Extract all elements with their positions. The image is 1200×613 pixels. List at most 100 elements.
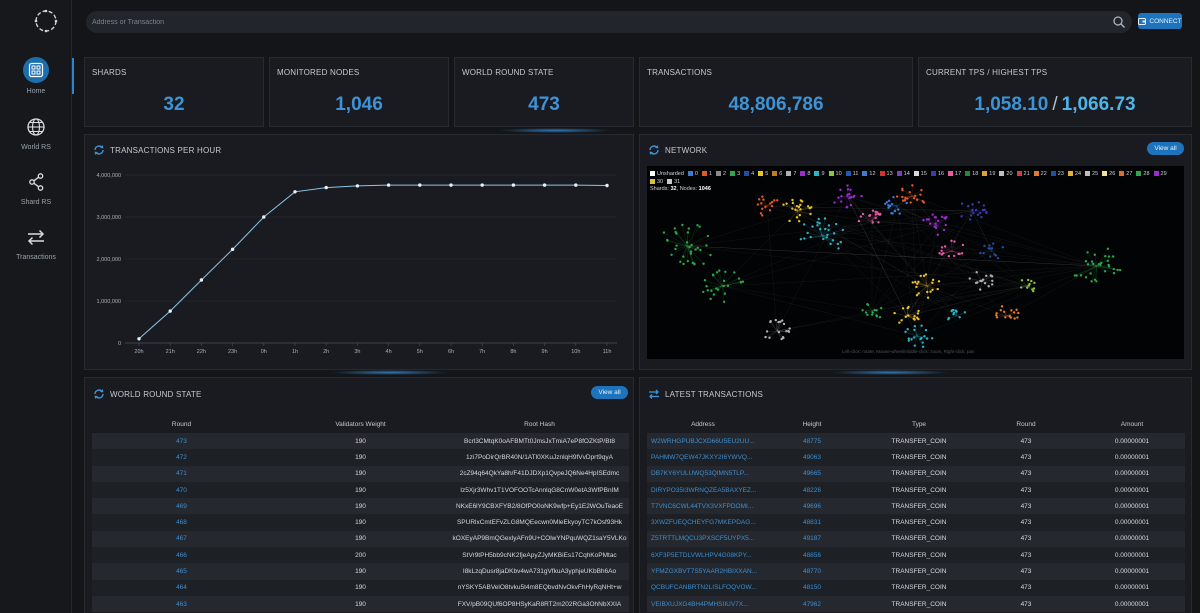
table-cell[interactable]: DIRYPO35I3WRNQZEA5BAXYEZ...	[647, 481, 759, 499]
table-cell[interactable]: 472	[92, 449, 271, 466]
table-row[interactable]: 470 190 Iz5Xjr3Whv1T1VOFOOTcAnnlqG8CnW0etA…	[92, 481, 629, 499]
table-cell[interactable]: 48226	[759, 481, 865, 499]
legend-item[interactable]: 12	[862, 170, 876, 178]
refresh-icon[interactable]	[648, 144, 660, 156]
table-cell[interactable]: 473	[92, 433, 271, 450]
table-cell[interactable]: 463	[92, 595, 271, 613]
legend-item[interactable]: 26	[1102, 170, 1115, 178]
connect-button[interactable]: CONNECT	[1138, 13, 1182, 29]
data-point[interactable]	[199, 278, 204, 282]
refresh-icon[interactable]	[93, 144, 105, 156]
legend-item[interactable]: 29	[1153, 170, 1167, 178]
table-cell[interactable]: 464	[92, 579, 271, 596]
legend-item[interactable]: 27	[1119, 170, 1132, 178]
table-cell[interactable]: 3XWZFUEQCHEYFG7MKEPDAG...	[647, 514, 759, 531]
legend-item[interactable]: 10	[828, 170, 842, 178]
data-point[interactable]	[542, 183, 547, 187]
sidebar-item-home[interactable]: Home	[0, 57, 72, 95]
table-cell[interactable]: T7VNC6CWL44TVX3VXFPDOMI...	[647, 498, 759, 515]
table-cell[interactable]: 469	[92, 498, 271, 515]
table-cell[interactable]: PAHMW7QEW47JKXY2I6YWVQ...	[647, 449, 759, 466]
sidebar-item-transactions[interactable]: Transactions	[0, 226, 72, 261]
table-cell[interactable]: 48831	[759, 514, 865, 531]
table-cell[interactable]: 6XF3P5ETDLVWLHPV4G08KPY...	[647, 547, 759, 564]
legend-item[interactable]: 15	[913, 170, 927, 178]
data-point[interactable]	[386, 183, 391, 187]
table-cell[interactable]: 48150	[759, 579, 865, 596]
table-row[interactable]: 469 190 NKxE6lY9CBXFYB2/8OfPO0oNK9wfp+Ey1E…	[92, 498, 629, 515]
data-point[interactable]	[605, 183, 609, 188]
table-row[interactable]: 467 190 kOXEyAP9BmQGexlyAFn9U+COlwYNPquWQZ…	[92, 530, 629, 548]
data-point[interactable]	[355, 184, 360, 188]
data-point[interactable]	[418, 183, 422, 187]
sidebar-item-world-rs[interactable]: World RS	[0, 116, 72, 151]
data-point[interactable]	[480, 183, 484, 187]
legend-item[interactable]: 17	[948, 170, 961, 178]
legend-item[interactable]: 22	[1033, 170, 1047, 178]
data-point[interactable]	[230, 247, 235, 252]
table-row[interactable]: PAHMW7QEW47JKXY2I6YWVQ... 49063 TRANSFER_C…	[647, 449, 1185, 466]
table-row[interactable]: QCBUFCANBRTN2LISLFOQVOW... 48150 TRANSFER_…	[647, 579, 1185, 596]
legend-item[interactable]: 16	[930, 170, 944, 178]
network-graph-canvas[interactable]: Unsharded 0 1 2 3 4 5 6 7 8 9 10 11 12 13 14 15 16 17 18 19 2…	[647, 166, 1184, 359]
table-cell[interactable]: DB7KY6YULUWQ53QIMN5TLP...	[647, 465, 759, 482]
legend-item[interactable]: 18	[965, 170, 978, 178]
legend-item[interactable]: 6	[772, 170, 782, 178]
column-header[interactable]: Round	[92, 415, 271, 433]
table-cell[interactable]: 49665	[759, 465, 865, 482]
legend-item[interactable]: 13	[879, 170, 893, 178]
table-cell[interactable]: 470	[92, 481, 271, 499]
legend-item[interactable]: 21	[1016, 170, 1030, 178]
table-cell[interactable]: VEIBXUJXG4BH4PMHSIIUV7X...	[647, 595, 759, 613]
column-header[interactable]: Type	[865, 415, 973, 433]
search-input[interactable]	[92, 13, 1092, 31]
table-row[interactable]: DB7KY6YULUWQ53QIMN5TLP... 49665 TRANSFER_C…	[647, 465, 1185, 482]
legend-item[interactable]: 7	[786, 170, 796, 178]
legend-item[interactable]: 8	[800, 170, 810, 178]
table-row[interactable]: 464 190 nYSKY5ABVelO8tvku5t4m8EQbvdNvOkvFh…	[92, 579, 629, 596]
table-row[interactable]: 6XF3P5ETDLVWLHPV4G08KPY... 48856 TRANSFER_…	[647, 547, 1185, 564]
table-row[interactable]: 473 190 Bcrl3CMtqK0oAFBMTt0JmsJxTmiA7eP8fO…	[92, 433, 629, 450]
table-row[interactable]: 3XWZFUEQCHEYFG7MKEPDAG... 48831 TRANSFER_C…	[647, 514, 1185, 531]
legend-item[interactable]: 20	[999, 170, 1013, 178]
column-header[interactable]: Amount	[1079, 415, 1185, 433]
legend-item[interactable]: 24	[1067, 170, 1081, 178]
table-cell[interactable]: Z5TRTTLMQCU3PXSCF5UYPX5...	[647, 530, 759, 548]
table-row[interactable]: 463 190 FXV/pB09QUf6OP8HSyKaR8RT2m202RGa3O…	[92, 595, 629, 613]
legend-item[interactable]: 11	[845, 170, 858, 178]
world-round-view-all-button[interactable]: View all	[591, 386, 628, 399]
table-row[interactable]: 472 190 1zi7PoDirQrBR40N/1ATl0XKuJznlqH9fV…	[92, 449, 629, 466]
data-point[interactable]	[262, 215, 266, 219]
legend-item[interactable]: 2	[716, 170, 726, 178]
column-header[interactable]: Round	[973, 415, 1079, 433]
legend-item[interactable]: Unsharded	[650, 170, 684, 178]
table-row[interactable]: W2WRHGPUBJCXD66U5EU2UU... 48775 TRANSFER_C…	[647, 433, 1185, 450]
legend-item[interactable]: 19	[982, 170, 995, 178]
table-row[interactable]: 465 190 I8kLzqDusr8jaDKbv4wA731gVfkuA3yphj…	[92, 563, 629, 580]
legend-item[interactable]: 31	[667, 178, 680, 186]
data-point[interactable]	[511, 183, 516, 187]
data-point[interactable]	[449, 183, 453, 187]
table-cell[interactable]: 49063	[759, 449, 865, 466]
data-point[interactable]	[293, 190, 297, 194]
refresh-icon[interactable]	[93, 388, 105, 400]
table-cell[interactable]: 48770	[759, 563, 865, 580]
legend-item[interactable]: 25	[1085, 170, 1098, 178]
search-icon[interactable]	[1112, 15, 1126, 29]
table-cell[interactable]: 48775	[759, 433, 865, 450]
table-cell[interactable]: 47962	[759, 595, 865, 613]
legend-item[interactable]: 1	[701, 170, 712, 178]
table-row[interactable]: Z5TRTTLMQCU3PXSCF5UYPX5... 49187 TRANSFER_…	[647, 530, 1185, 548]
legend-item[interactable]: 9	[814, 170, 825, 178]
sidebar-item-shard-rs[interactable]: Shard RS	[0, 171, 72, 206]
table-row[interactable]: T7VNC6CWL44TVX3VXFPDOMI... 49696 TRANSFER_…	[647, 498, 1185, 515]
table-cell[interactable]: 49696	[759, 498, 865, 515]
data-point[interactable]	[574, 183, 578, 187]
table-row[interactable]: 468 190 SPURlxCmtEFvZLG8MQEecwn0MleEkyoyTC…	[92, 514, 629, 531]
legend-item[interactable]: 28	[1136, 170, 1150, 178]
legend-item[interactable]: 23	[1050, 170, 1064, 178]
table-row[interactable]: 466 200 StVr9tPH5bb9cNK2fjeApyZJyMKBiEs17C…	[92, 547, 629, 564]
legend-item[interactable]: 5	[758, 170, 768, 178]
column-header[interactable]: Address	[647, 415, 759, 433]
legend-item[interactable]: 0	[687, 170, 698, 178]
